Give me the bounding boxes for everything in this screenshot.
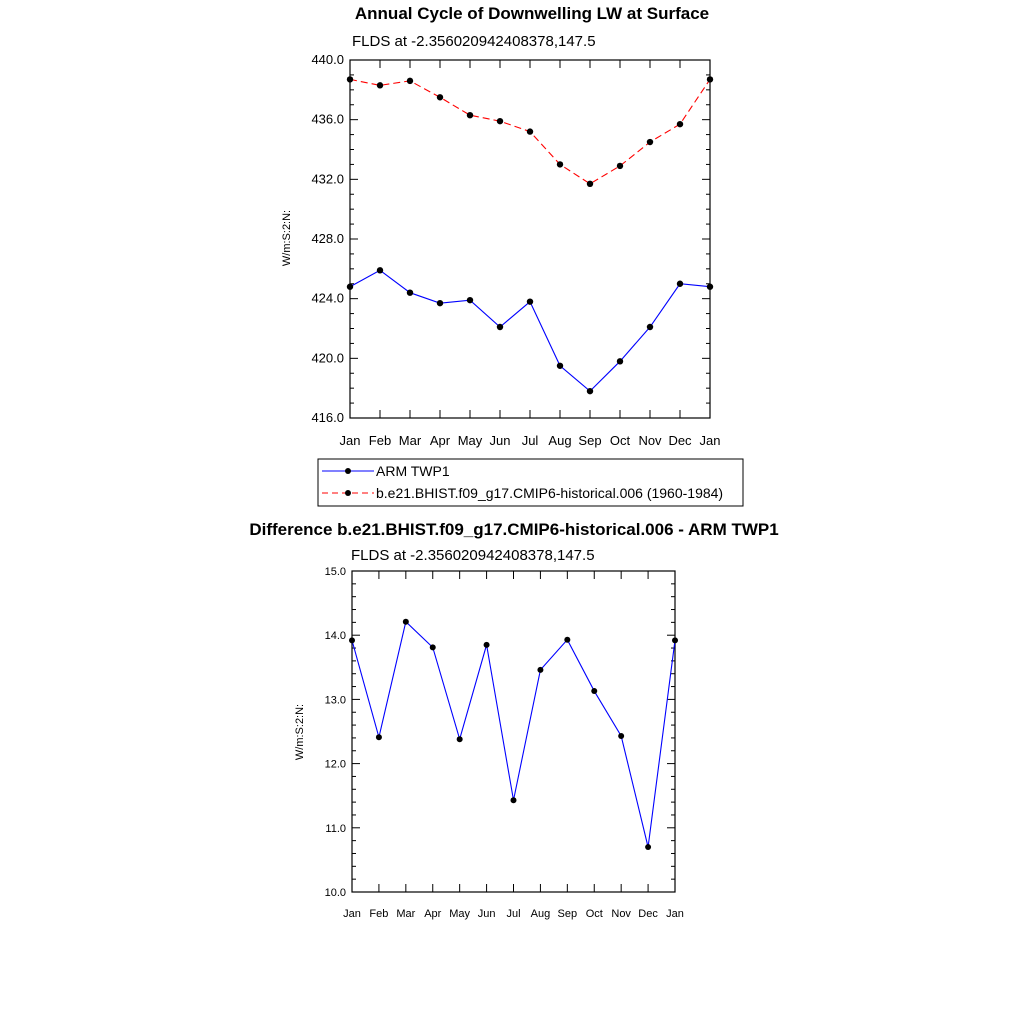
y-tick-label: 440.0 bbox=[311, 52, 344, 67]
x-tick-label: Aug bbox=[548, 433, 571, 448]
y-tick-label: 428.0 bbox=[311, 231, 344, 246]
chart-title: Annual Cycle of Downwelling LW at Surfac… bbox=[355, 4, 709, 23]
x-tick-label: Dec bbox=[638, 908, 658, 920]
data-point bbox=[616, 162, 624, 170]
difference-chart: Difference b.e21.BHIST.f09_g17.CMIP6-his… bbox=[249, 520, 778, 920]
data-point bbox=[556, 362, 564, 369]
y-tick-label: 432.0 bbox=[311, 171, 344, 186]
x-tick-label: Dec bbox=[668, 433, 692, 448]
legend-label-arm: ARM TWP1 bbox=[376, 463, 450, 479]
data-point bbox=[676, 280, 684, 287]
y-axis-label: W/m:S:2:N: bbox=[281, 210, 293, 266]
y-tick-label: 10.0 bbox=[325, 887, 346, 899]
data-point bbox=[526, 298, 534, 305]
data-point bbox=[456, 736, 463, 743]
legend-label-model: b.e21.BHIST.f09_g17.CMIP6-historical.006… bbox=[376, 485, 723, 501]
x-tick-label: Aug bbox=[531, 908, 551, 920]
data-point bbox=[406, 289, 414, 296]
data-point bbox=[375, 734, 382, 741]
x-tick-label: Jan bbox=[340, 433, 361, 448]
x-tick-label: Jul bbox=[506, 908, 520, 920]
x-tick-label: Oct bbox=[586, 908, 603, 920]
x-tick-label: May bbox=[458, 433, 483, 448]
legend-marker-model bbox=[345, 490, 351, 496]
x-tick-label: Nov bbox=[638, 433, 662, 448]
legend-marker-arm bbox=[345, 468, 351, 474]
data-point bbox=[466, 296, 474, 304]
data-point bbox=[406, 77, 414, 85]
x-tick-label: Feb bbox=[369, 433, 391, 448]
data-point bbox=[672, 637, 678, 644]
x-tick-label: Sep bbox=[558, 908, 578, 920]
data-point bbox=[676, 120, 684, 128]
data-point bbox=[646, 138, 654, 146]
x-tick-label: Feb bbox=[369, 908, 388, 920]
y-tick-label: 424.0 bbox=[311, 291, 344, 306]
x-tick-label: Apr bbox=[424, 908, 441, 920]
y-tick-label: 420.0 bbox=[311, 350, 344, 365]
data-point bbox=[564, 636, 571, 643]
data-point bbox=[376, 267, 384, 274]
y-axis-label: W/m:S:2:N: bbox=[294, 704, 306, 760]
annual-cycle-chart: Annual Cycle of Downwelling LW at Surfac… bbox=[281, 4, 720, 448]
data-point bbox=[591, 688, 598, 695]
data-point bbox=[376, 82, 384, 89]
data-point bbox=[556, 161, 564, 168]
data-point bbox=[346, 76, 354, 83]
x-tick-label: Oct bbox=[610, 433, 631, 448]
y-tick-label: 14.0 bbox=[325, 630, 346, 642]
data-point bbox=[496, 323, 504, 331]
data-point bbox=[349, 637, 355, 644]
x-tick-label: Sep bbox=[578, 433, 601, 448]
data-point bbox=[537, 666, 544, 673]
data-point bbox=[706, 76, 714, 83]
x-tick-label: Apr bbox=[430, 433, 451, 448]
legend-box bbox=[317, 458, 744, 507]
x-tick-label: Jan bbox=[666, 908, 684, 920]
x-tick-label: Jan bbox=[700, 433, 721, 448]
x-tick-label: Jul bbox=[522, 433, 539, 448]
data-point bbox=[586, 387, 594, 395]
x-tick-label: Mar bbox=[396, 908, 415, 920]
y-tick-label: 12.0 bbox=[325, 759, 346, 771]
data-point bbox=[618, 732, 625, 739]
data-point bbox=[616, 358, 624, 365]
data-point bbox=[510, 797, 517, 804]
data-point bbox=[526, 128, 534, 135]
x-tick-label: May bbox=[449, 908, 470, 920]
data-point bbox=[706, 283, 714, 290]
y-tick-label: 13.0 bbox=[325, 694, 346, 706]
chart-subtitle: FLDS at -2.356020942408378,147.5 bbox=[351, 547, 595, 564]
data-point bbox=[429, 644, 436, 651]
data-point bbox=[466, 111, 474, 119]
data-point bbox=[586, 180, 594, 188]
y-tick-label: 15.0 bbox=[325, 566, 346, 578]
y-tick-label: 436.0 bbox=[311, 112, 344, 127]
data-point bbox=[483, 641, 490, 648]
data-point bbox=[346, 283, 354, 290]
data-point bbox=[402, 618, 409, 625]
chart-title: Difference b.e21.BHIST.f09_g17.CMIP6-his… bbox=[249, 520, 778, 539]
y-tick-label: 416.0 bbox=[311, 410, 344, 425]
data-point bbox=[436, 94, 444, 101]
x-tick-label: Jun bbox=[478, 908, 496, 920]
data-point bbox=[496, 117, 504, 125]
legend: ARM TWP1 b.e21.BHIST.f09_g17.CMIP6-histo… bbox=[317, 458, 744, 507]
x-tick-label: Jan bbox=[343, 908, 361, 920]
data-point bbox=[646, 323, 654, 331]
data-point bbox=[645, 844, 652, 851]
x-tick-label: Jun bbox=[490, 433, 511, 448]
y-tick-label: 11.0 bbox=[325, 823, 346, 835]
chart-subtitle: FLDS at -2.356020942408378,147.5 bbox=[352, 33, 596, 50]
data-point bbox=[436, 299, 444, 307]
x-tick-label: Mar bbox=[399, 433, 422, 448]
x-tick-label: Nov bbox=[611, 908, 631, 920]
